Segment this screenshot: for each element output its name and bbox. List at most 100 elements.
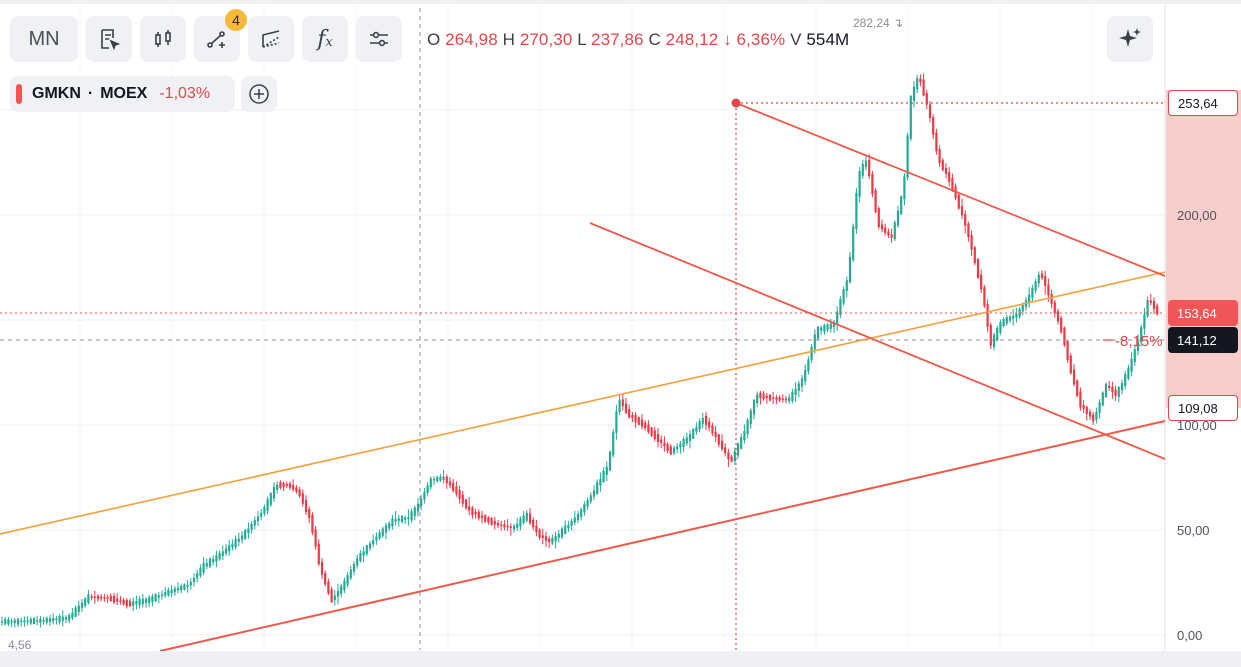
interval-button[interactable]: MN (10, 16, 78, 62)
candle-body (1044, 276, 1047, 286)
candle-body (1021, 305, 1024, 312)
candle-body (23, 620, 26, 623)
candle-body (765, 395, 768, 398)
candle-body (429, 478, 432, 488)
support-trendline (159, 420, 1166, 652)
candle-body (343, 580, 346, 591)
candle-body (813, 334, 816, 350)
indicators-button[interactable] (194, 16, 240, 62)
candle-body (906, 135, 909, 178)
sliders-icon (370, 31, 388, 47)
candle-body (583, 504, 586, 513)
peak-price-label: 282,24 ↴ (853, 16, 904, 30)
candle-body (61, 616, 64, 621)
candle-body (388, 523, 391, 529)
candle-body (624, 403, 628, 413)
candle-body (935, 132, 938, 152)
candle-body (116, 598, 119, 602)
symbol-info[interactable]: GMKN · MOEX -1,03% (10, 76, 235, 112)
candle-body (557, 533, 560, 538)
candle-body (135, 601, 138, 605)
chart-type-button[interactable] (140, 16, 186, 62)
candle-body (1111, 386, 1114, 393)
notes-button[interactable] (86, 16, 132, 62)
ai-assistant-button[interactable] (1107, 16, 1153, 62)
candle-body (253, 520, 256, 526)
candle-body (752, 400, 756, 415)
formula-button[interactable]: fx (302, 16, 348, 62)
candle-body (42, 619, 45, 622)
candle-body (1079, 391, 1082, 408)
candle-body (692, 428, 695, 439)
candle-body (29, 618, 32, 624)
candle-body (109, 595, 112, 601)
candle-body (1149, 300, 1152, 304)
candle-body (474, 511, 477, 515)
candle-body (535, 525, 538, 533)
low-value: 237,86 (591, 30, 644, 49)
candle-body (263, 507, 266, 514)
candle-body (292, 485, 295, 490)
candle-body (903, 176, 906, 200)
candle-body (506, 525, 509, 528)
candle-body (909, 95, 912, 139)
candle-body (269, 492, 272, 505)
high-label: H (502, 30, 515, 49)
candle-body (743, 431, 746, 441)
candle-body (733, 451, 736, 462)
candle-body (989, 324, 992, 346)
candle-body (282, 482, 285, 488)
candle-body (199, 567, 202, 576)
candle-body (996, 327, 999, 341)
candle-body (615, 411, 618, 433)
candle-body (832, 321, 836, 327)
candle-body (519, 518, 522, 527)
add-symbol-button[interactable] (241, 76, 277, 112)
candle-body (327, 581, 330, 594)
candle-body (612, 431, 615, 456)
candle-body (1136, 341, 1140, 351)
candle-body (829, 323, 832, 329)
candle-body (893, 222, 896, 240)
candle-body (951, 177, 954, 190)
candle-body (820, 327, 823, 331)
candle-body (496, 522, 500, 526)
candles-icon (155, 30, 171, 47)
candle-body (1034, 281, 1037, 291)
candle-body (458, 489, 461, 499)
candle-body (887, 231, 890, 236)
candle-body (1005, 317, 1008, 324)
candle-body (980, 274, 983, 290)
candle-body (538, 529, 541, 538)
candle-body (871, 173, 874, 194)
candle-body (1101, 392, 1104, 406)
candle-body (727, 452, 730, 460)
interval-label: MN (28, 27, 60, 50)
candle-body (503, 524, 506, 528)
price-range-fill (1166, 90, 1241, 408)
candle-body (288, 483, 292, 488)
candle-body (567, 524, 570, 529)
drawing-tools-button[interactable] (248, 16, 294, 62)
candle-body (1133, 349, 1136, 362)
candle-body (103, 596, 106, 599)
candle-body (10, 620, 13, 623)
candle-body (580, 509, 583, 517)
candle-body (1047, 284, 1050, 296)
candle-body (884, 227, 887, 233)
candle-body (868, 159, 871, 177)
candle-body (573, 517, 576, 523)
settings-button[interactable] (356, 16, 402, 62)
candle-body (541, 535, 544, 538)
candle-body (1063, 327, 1066, 346)
candle-body (128, 600, 132, 607)
candle-body (45, 618, 48, 623)
candle-body (586, 500, 589, 507)
candle-body (1117, 387, 1120, 398)
range-bottom-tag[interactable]: 109,08 (1168, 395, 1238, 421)
range-top-tag[interactable]: 253,64 (1168, 90, 1238, 116)
candle-body (413, 507, 416, 517)
candle-body (708, 421, 711, 428)
candle-body (1056, 311, 1060, 322)
